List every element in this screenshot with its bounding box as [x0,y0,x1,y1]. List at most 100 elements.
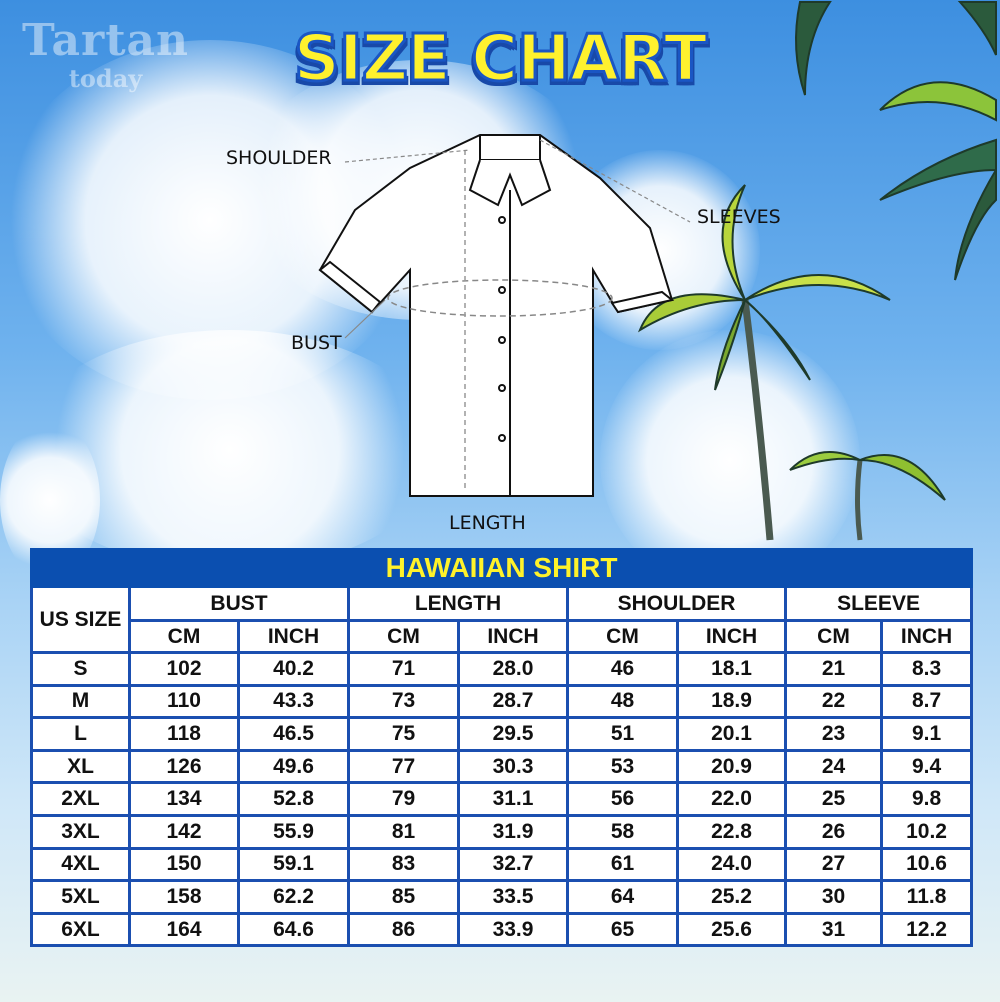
value-cell: 10.6 [879,846,974,883]
size-cell: XL [30,748,131,785]
value-cell: 81 [347,813,460,850]
table-row: 4XL 150 59.1 83 32.7 61 24.0 27 10.6 [30,846,974,883]
size-cell: 5XL [30,879,131,915]
value-cell: 53 [566,748,679,785]
logo-line1: Tartan [22,15,190,66]
value-cell: 28.0 [457,651,569,687]
value-cell: 28.7 [457,683,569,720]
value-cell: 26 [784,813,883,850]
table-row: 5XL 158 62.2 85 33.5 64 25.2 30 11.8 [30,879,974,915]
value-cell: 75 [347,716,460,752]
value-cell: 21 [784,651,883,687]
value-cell: 30 [784,879,883,915]
label-shoulder: SHOULDER [226,147,332,169]
header-group: SLEEVE [783,585,974,622]
value-cell: 24.0 [676,846,787,883]
value-cell: 142 [128,813,240,850]
shirt-diagram [318,134,691,497]
value-cell: 33.5 [457,879,569,915]
size-cell: 3XL [30,813,131,850]
value-cell: 49.6 [237,748,350,785]
size-cell: 2XL [30,781,131,817]
value-cell: 51 [566,716,679,752]
header-unit: INCH [879,619,974,654]
value-cell: 31 [784,911,883,948]
value-cell: 10.2 [879,813,974,850]
value-cell: 71 [347,651,460,687]
header-unit: CM [347,619,460,654]
label-length: LENGTH [449,512,526,534]
value-cell: 22.8 [676,813,787,850]
value-cell: 65 [566,911,679,948]
value-cell: 25 [784,781,883,817]
header-unit: CM [566,619,679,654]
header-group: BUST [128,585,350,622]
value-cell: 134 [128,781,240,817]
value-cell: 64 [566,879,679,915]
value-cell: 9.8 [879,781,974,817]
value-cell: 102 [128,651,240,687]
value-cell: 79 [347,781,460,817]
table-row: L 118 46.5 75 29.5 51 20.1 23 9.1 [30,716,974,752]
table-row: 2XL 134 52.8 79 31.1 56 22.0 25 9.8 [30,781,974,817]
header-unit: CM [784,619,883,654]
table-row: 6XL 164 64.6 86 33.9 65 25.6 31 12.2 [30,911,974,948]
value-cell: 33.9 [457,911,569,948]
size-table: HAWAIIAN SHIRT US SIZE BUST LENGTH SHOUL… [29,548,974,948]
label-sleeves: SLEEVES [697,206,781,228]
table-row: M 110 43.3 73 28.7 48 18.9 22 8.7 [30,683,974,720]
value-cell: 48 [566,683,679,720]
value-cell: 20.9 [676,748,787,785]
value-cell: 58 [566,813,679,850]
value-cell: 164 [128,911,240,948]
value-cell: 61 [566,846,679,883]
value-cell: 158 [128,879,240,915]
header-unit: INCH [237,619,350,654]
value-cell: 11.8 [879,879,974,915]
size-cell: L [30,716,131,752]
table-row: XL 126 49.6 77 30.3 53 20.9 24 9.4 [30,748,974,785]
value-cell: 40.2 [237,651,350,687]
header-unit: INCH [676,619,787,654]
value-cell: 27 [784,846,883,883]
value-cell: 43.3 [237,683,350,720]
value-cell: 8.7 [879,683,974,720]
value-cell: 12.2 [879,911,974,948]
value-cell: 118 [128,716,240,752]
value-cell: 22 [784,683,883,720]
page-title: SIZE CHART [292,21,708,98]
value-cell: 55.9 [237,813,350,850]
size-cell: 6XL [30,911,131,948]
value-cell: 8.3 [879,651,974,687]
logo-watermark: Tartan today [22,15,190,94]
value-cell: 62.2 [237,879,350,915]
size-cell: S [30,651,131,687]
value-cell: 23 [784,716,883,752]
value-cell: 22.0 [676,781,787,817]
value-cell: 86 [347,911,460,948]
header-unit: CM [128,619,240,654]
value-cell: 110 [128,683,240,720]
value-cell: 46 [566,651,679,687]
value-cell: 46.5 [237,716,350,752]
value-cell: 9.1 [879,716,974,752]
value-cell: 64.6 [237,911,350,948]
value-cell: 24 [784,748,883,785]
value-cell: 73 [347,683,460,720]
label-bust: BUST [291,332,342,354]
header-unit: INCH [457,619,569,654]
value-cell: 29.5 [457,716,569,752]
value-cell: 31.1 [457,781,569,817]
size-cell: 4XL [30,846,131,883]
header-group: SHOULDER [566,585,787,622]
header-group: LENGTH [347,585,569,622]
value-cell: 31.9 [457,813,569,850]
table-row: 3XL 142 55.9 81 31.9 58 22.8 26 10.2 [30,813,974,850]
value-cell: 20.1 [676,716,787,752]
value-cell: 25.2 [676,879,787,915]
table-row: S 102 40.2 71 28.0 46 18.1 21 8.3 [30,651,974,687]
logo-line2: today [68,64,143,93]
header-us-size: US SIZE [30,585,131,654]
value-cell: 85 [347,879,460,915]
